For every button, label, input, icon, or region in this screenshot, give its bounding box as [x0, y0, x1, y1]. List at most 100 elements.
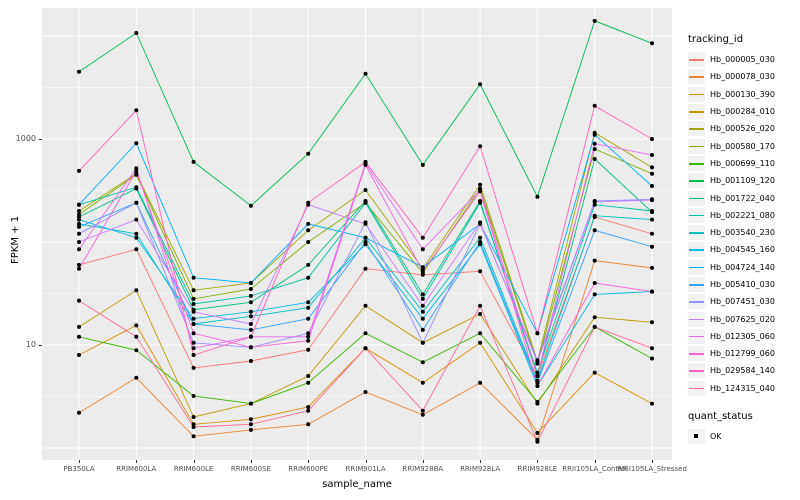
- data-point[interactable]: [478, 240, 483, 244]
- data-point[interactable]: [77, 221, 81, 226]
- data-point[interactable]: [420, 162, 425, 167]
- data-point[interactable]: [77, 240, 81, 244]
- data-point[interactable]: [478, 380, 483, 385]
- data-point[interactable]: [77, 202, 81, 207]
- data-point[interactable]: [650, 198, 654, 203]
- data-point[interactable]: [535, 360, 540, 365]
- data-point[interactable]: [191, 425, 196, 429]
- data-point[interactable]: [420, 265, 425, 270]
- data-point[interactable]: [77, 168, 81, 173]
- legend-item-Hb_005410_030[interactable]: Hb_005410_030: [688, 276, 798, 293]
- data-point[interactable]: [535, 384, 540, 388]
- data-point[interactable]: [248, 359, 253, 363]
- data-point[interactable]: [420, 303, 425, 308]
- data-point[interactable]: [478, 220, 483, 225]
- data-point[interactable]: [363, 331, 368, 336]
- data-point[interactable]: [248, 287, 253, 291]
- data-point[interactable]: [134, 185, 139, 190]
- data-point[interactable]: [420, 340, 425, 345]
- data-point[interactable]: [535, 430, 540, 435]
- data-point[interactable]: [592, 132, 597, 137]
- data-point[interactable]: [306, 331, 311, 336]
- data-point[interactable]: [650, 217, 654, 222]
- data-point[interactable]: [650, 41, 654, 46]
- data-point[interactable]: [306, 408, 311, 413]
- data-point[interactable]: [650, 153, 654, 157]
- data-point[interactable]: [248, 327, 253, 332]
- data-point[interactable]: [134, 31, 139, 35]
- data-point[interactable]: [363, 346, 368, 351]
- data-point[interactable]: [134, 288, 139, 293]
- data-point[interactable]: [592, 147, 597, 151]
- data-point[interactable]: [306, 422, 311, 427]
- data-point[interactable]: [191, 159, 196, 164]
- data-point[interactable]: [134, 375, 139, 380]
- data-point[interactable]: [306, 300, 311, 305]
- data-point[interactable]: [306, 405, 311, 409]
- data-point[interactable]: [535, 370, 540, 375]
- legend-item-Hb_012799_060[interactable]: Hb_012799_060: [688, 345, 798, 362]
- data-point[interactable]: [191, 365, 196, 370]
- data-point[interactable]: [650, 265, 654, 270]
- data-point[interactable]: [191, 353, 196, 357]
- legend-item-quant-OK[interactable]: OK: [688, 428, 798, 445]
- data-point[interactable]: [478, 340, 483, 345]
- data-point[interactable]: [592, 202, 597, 207]
- data-point[interactable]: [478, 303, 483, 308]
- data-point[interactable]: [363, 221, 368, 226]
- data-point[interactable]: [248, 281, 253, 285]
- data-point[interactable]: [77, 410, 81, 415]
- data-point[interactable]: [248, 314, 253, 319]
- data-point[interactable]: [77, 262, 81, 267]
- legend-item-Hb_000580_170[interactable]: Hb_000580_170: [688, 137, 798, 154]
- data-point[interactable]: [363, 71, 368, 76]
- data-point[interactable]: [248, 422, 253, 427]
- data-point[interactable]: [191, 302, 196, 306]
- data-point[interactable]: [650, 184, 654, 188]
- data-point[interactable]: [535, 374, 540, 378]
- data-point[interactable]: [134, 247, 139, 252]
- data-point[interactable]: [248, 300, 253, 305]
- data-point[interactable]: [478, 269, 483, 274]
- data-point[interactable]: [77, 266, 81, 271]
- data-point[interactable]: [77, 298, 81, 303]
- data-point[interactable]: [77, 209, 81, 213]
- legend-item-Hb_124315_040[interactable]: Hb_124315_040: [688, 380, 798, 397]
- data-point[interactable]: [592, 292, 597, 297]
- data-point[interactable]: [363, 200, 368, 205]
- data-point[interactable]: [77, 224, 81, 229]
- data-point[interactable]: [134, 217, 139, 222]
- data-point[interactable]: [420, 309, 425, 314]
- data-point[interactable]: [420, 247, 425, 252]
- data-point[interactable]: [306, 316, 311, 321]
- data-point[interactable]: [420, 269, 425, 274]
- data-point[interactable]: [191, 316, 196, 321]
- data-point[interactable]: [248, 293, 253, 298]
- data-point[interactable]: [363, 303, 368, 308]
- data-point[interactable]: [191, 296, 196, 301]
- data-point[interactable]: [478, 331, 483, 336]
- data-point[interactable]: [191, 434, 196, 439]
- data-point[interactable]: [77, 231, 81, 236]
- data-point[interactable]: [248, 309, 253, 314]
- legend-item-Hb_000699_110[interactable]: Hb_000699_110: [688, 155, 798, 172]
- data-point[interactable]: [306, 305, 311, 310]
- data-point[interactable]: [592, 258, 597, 263]
- data-point[interactable]: [248, 334, 253, 339]
- data-point[interactable]: [592, 213, 597, 218]
- data-point[interactable]: [363, 159, 368, 164]
- data-point[interactable]: [191, 309, 196, 314]
- legend-item-Hb_007451_030[interactable]: Hb_007451_030: [688, 293, 798, 310]
- legend-item-Hb_000284_010[interactable]: Hb_000284_010: [688, 103, 798, 120]
- data-point[interactable]: [306, 275, 311, 280]
- data-point[interactable]: [592, 103, 597, 108]
- data-point[interactable]: [592, 315, 597, 320]
- data-point[interactable]: [535, 380, 540, 385]
- data-point[interactable]: [478, 235, 483, 240]
- data-point[interactable]: [363, 266, 368, 271]
- data-point[interactable]: [134, 108, 139, 113]
- data-point[interactable]: [248, 417, 253, 422]
- data-point[interactable]: [191, 288, 196, 293]
- data-point[interactable]: [134, 334, 139, 339]
- legend-item-Hb_004724_140[interactable]: Hb_004724_140: [688, 259, 798, 276]
